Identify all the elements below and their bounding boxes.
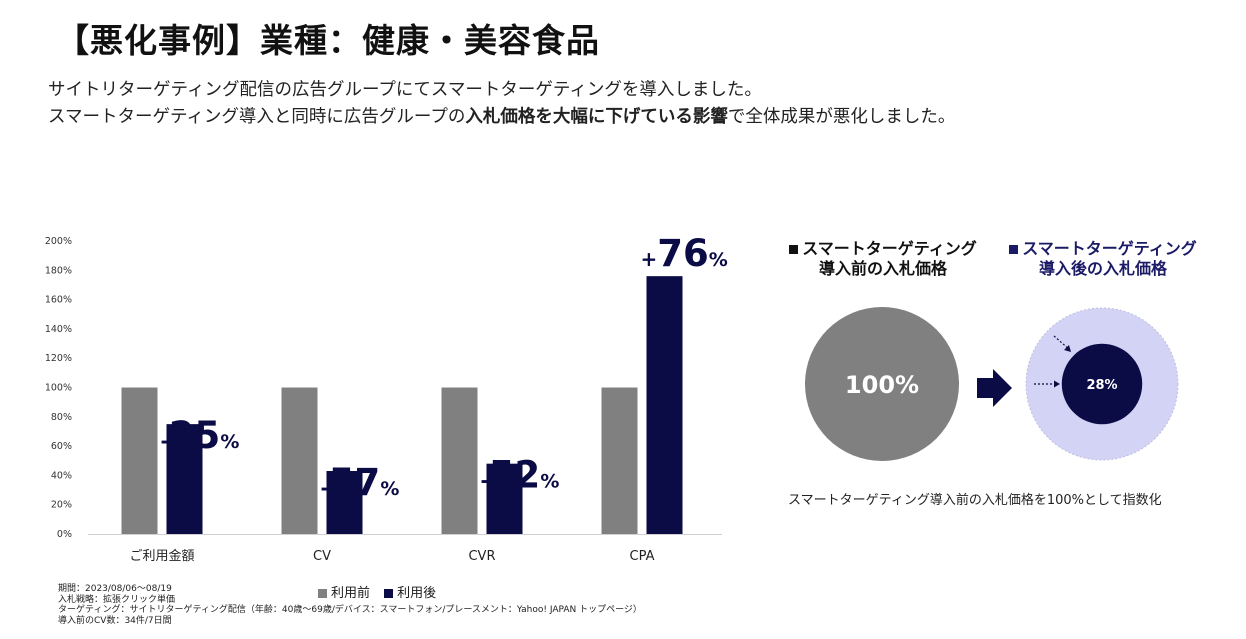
chart-legend: 利用前 利用後 (318, 582, 446, 601)
bar-after (486, 463, 523, 534)
bid-after-value: 28% (1086, 378, 1117, 393)
x-category-label: CVR (468, 549, 495, 564)
bid-before-label-2: 導入前の入札価格 (818, 259, 947, 278)
lead-line-1: サイトリターゲティング配信の広告グループにてスマートターゲティングを導入しました… (48, 80, 762, 100)
y-tick-label: 180% (45, 265, 72, 276)
arrow-right-icon (977, 369, 1012, 407)
y-tick-label: 160% (45, 295, 72, 306)
legend-swatch-after (384, 589, 394, 598)
bar-before (601, 387, 638, 534)
bid-after-label: スマートターゲティング 導入後の入札価格 (1003, 239, 1203, 279)
y-tick-label: 0% (57, 529, 72, 540)
change-annotation: +76% (641, 232, 728, 275)
change-annotation: -25% (161, 414, 240, 457)
bid-before-label-1: スマートターゲティング (802, 239, 977, 258)
index-note: スマートターゲティング導入前の入札価格を100%として指数化 (788, 493, 1162, 508)
x-category-label: CV (313, 549, 331, 564)
y-tick-label: 40% (51, 470, 72, 481)
y-tick-label: 120% (45, 353, 72, 364)
bid-before-label: スマートターゲティング 導入前の入札価格 (783, 239, 983, 279)
bar-after (166, 424, 203, 534)
bar-after (646, 276, 683, 534)
bar-chart: 0% 20% 40% 60% 80% 100% 120% 140% 160% 180% 200% ご利… (45, 232, 728, 564)
footnote-period: 期間：2023/08/06～08/19 (58, 584, 172, 594)
legend-item-after: 利用後 (384, 586, 436, 601)
y-tick-label: 20% (51, 500, 72, 511)
bid-before-value: 100% (845, 371, 919, 399)
footnote-bid-strategy: 入札戦略：拡張クリック単価 (58, 594, 176, 605)
y-tick-label: 60% (51, 441, 72, 452)
lead-line-2-post: で全体成果が悪化しました。 (727, 107, 956, 127)
change-annotation: -52% (481, 454, 560, 497)
footnote-targeting: ターゲティング：サイトリターゲティング配信（年齢：40歳～69歳/デバイス：スマ… (58, 605, 642, 615)
footnote-cv-count: 導入前のCV数：34件/7日間 (58, 615, 172, 626)
lead-line-2: スマートターゲティング導入と同時に広告グループの入札価格を大幅に下げている影響で… (48, 103, 955, 128)
page-title: 【悪化事例】業種：健康・美容食品 (56, 21, 600, 60)
legend-label-before: 利用前 (331, 586, 371, 601)
bar-before (441, 387, 478, 534)
x-category-label: CPA (630, 549, 655, 564)
y-tick-label: 80% (51, 412, 72, 423)
y-tick-label: 140% (45, 324, 72, 335)
legend-label-after: 利用後 (397, 586, 437, 601)
shrink-arrowhead-diagonal-icon (1064, 345, 1071, 352)
bid-before-circle (805, 307, 959, 461)
square-bullet-icon (1009, 245, 1019, 254)
footnotes: 期間：2023/08/06～08/19 入札戦略：拡張クリック単価 ターゲティン… (58, 584, 642, 626)
bar-after (326, 471, 363, 534)
y-tick-label: 100% (45, 383, 72, 394)
y-tick-label: 200% (45, 236, 72, 247)
bid-comparison-graphic: 100% 28% (805, 307, 1179, 461)
change-annotation: -57% (321, 461, 400, 504)
x-category-label: ご利用金額 (129, 548, 194, 564)
bar-before (281, 387, 318, 534)
bar-before (121, 387, 158, 534)
bid-after-label-2: 導入後の入札価格 (1038, 259, 1167, 278)
legend-swatch-before (318, 589, 327, 598)
square-bullet-icon (789, 245, 799, 254)
lead-line-2-pre: スマートターゲティング導入と同時に広告グループの (48, 107, 466, 127)
bid-after-circle (1061, 343, 1143, 425)
legend-item-before: 利用前 (318, 586, 370, 601)
shrink-arrowhead-horizontal-icon (1054, 380, 1060, 388)
lead-line-2-bold: 入札価格を大幅に下げている影響 (465, 107, 728, 127)
bid-after-label-1: スマートターゲティング (1022, 239, 1197, 258)
